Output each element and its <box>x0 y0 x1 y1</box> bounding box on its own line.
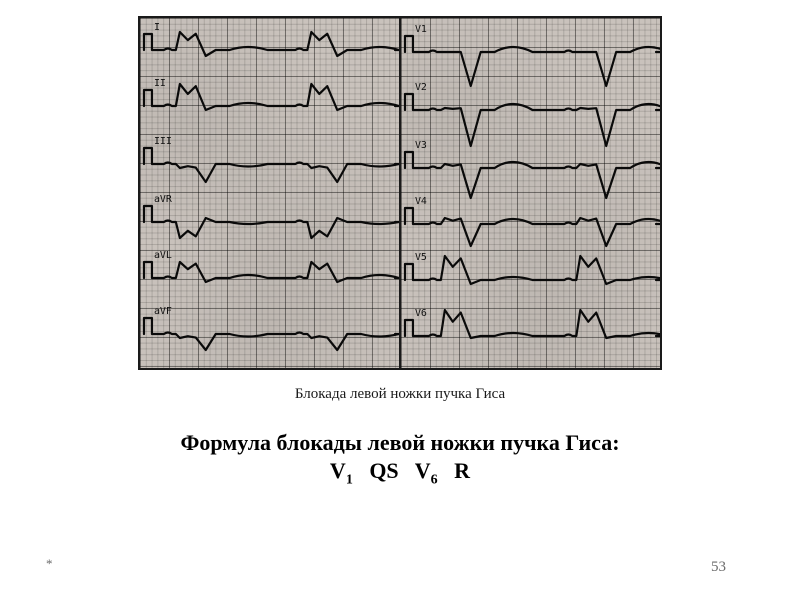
lead-label-II: II <box>154 78 166 89</box>
ecg-trace-aVL <box>144 262 399 282</box>
ecg-trace-V5 <box>405 256 660 284</box>
formula-v1-sub: 1 <box>346 472 353 487</box>
lead-label-V5: V5 <box>415 252 427 263</box>
ecg-trace-V3 <box>405 152 660 198</box>
ecg-traces-right: V1 V2 V3 V4 V5 V6 <box>401 18 660 368</box>
ecg-trace-V4 <box>405 208 660 246</box>
formula-expression: V1 QS V6 R <box>0 458 800 488</box>
lead-label-III: III <box>154 136 172 147</box>
formula-r: R <box>454 458 470 483</box>
ecg-panel-right: V1 V2 V3 V4 V5 V6 <box>401 18 660 368</box>
ecg-trace-V2 <box>405 94 660 146</box>
ecg-trace-V6 <box>405 310 660 338</box>
lead-label-aVR: aVR <box>154 194 172 205</box>
lead-label-V3: V3 <box>415 140 427 151</box>
formula-v1: V <box>330 458 346 483</box>
lead-label-V1: V1 <box>415 24 427 35</box>
ecg-trace-aVR <box>144 206 399 238</box>
formula-qs: QS <box>369 458 398 483</box>
lead-label-I: I <box>154 22 160 33</box>
ecg-trace-V1 <box>405 36 660 86</box>
footnote-marker: * <box>46 556 53 572</box>
lead-label-V2: V2 <box>415 82 427 93</box>
lead-label-V6: V6 <box>415 308 427 319</box>
ecg-panel-left: IIIIIIaVRaVLaVF <box>140 18 401 368</box>
lead-label-aVL: aVL <box>154 250 172 261</box>
formula-v6-sub: 6 <box>431 472 438 487</box>
formula-block: Формула блокады левой ножки пучка Гиса: … <box>0 430 800 488</box>
ecg-trace-II <box>144 84 399 110</box>
page-number: 53 <box>711 559 726 576</box>
ecg-trace-III <box>144 148 399 182</box>
slide: IIIIIIaVRaVLaVF V1V2V3V4V5V6 Блокада лев… <box>0 0 800 600</box>
figure-caption: Блокада левой ножки пучка Гиса <box>0 386 800 403</box>
lead-label-aVF: aVF <box>154 306 172 317</box>
ecg-traces-left: IIIIIIaVRaVLaVF <box>140 18 399 368</box>
formula-v6: V <box>415 458 431 483</box>
ecg-trace-aVF <box>144 318 399 350</box>
ecg-figure: IIIIIIaVRaVLaVF V1V2V3V4V5V6 <box>138 16 662 370</box>
lead-label-V4: V4 <box>415 196 427 207</box>
ecg-trace-I <box>144 32 399 56</box>
formula-title: Формула блокады левой ножки пучка Гиса: <box>0 430 800 456</box>
